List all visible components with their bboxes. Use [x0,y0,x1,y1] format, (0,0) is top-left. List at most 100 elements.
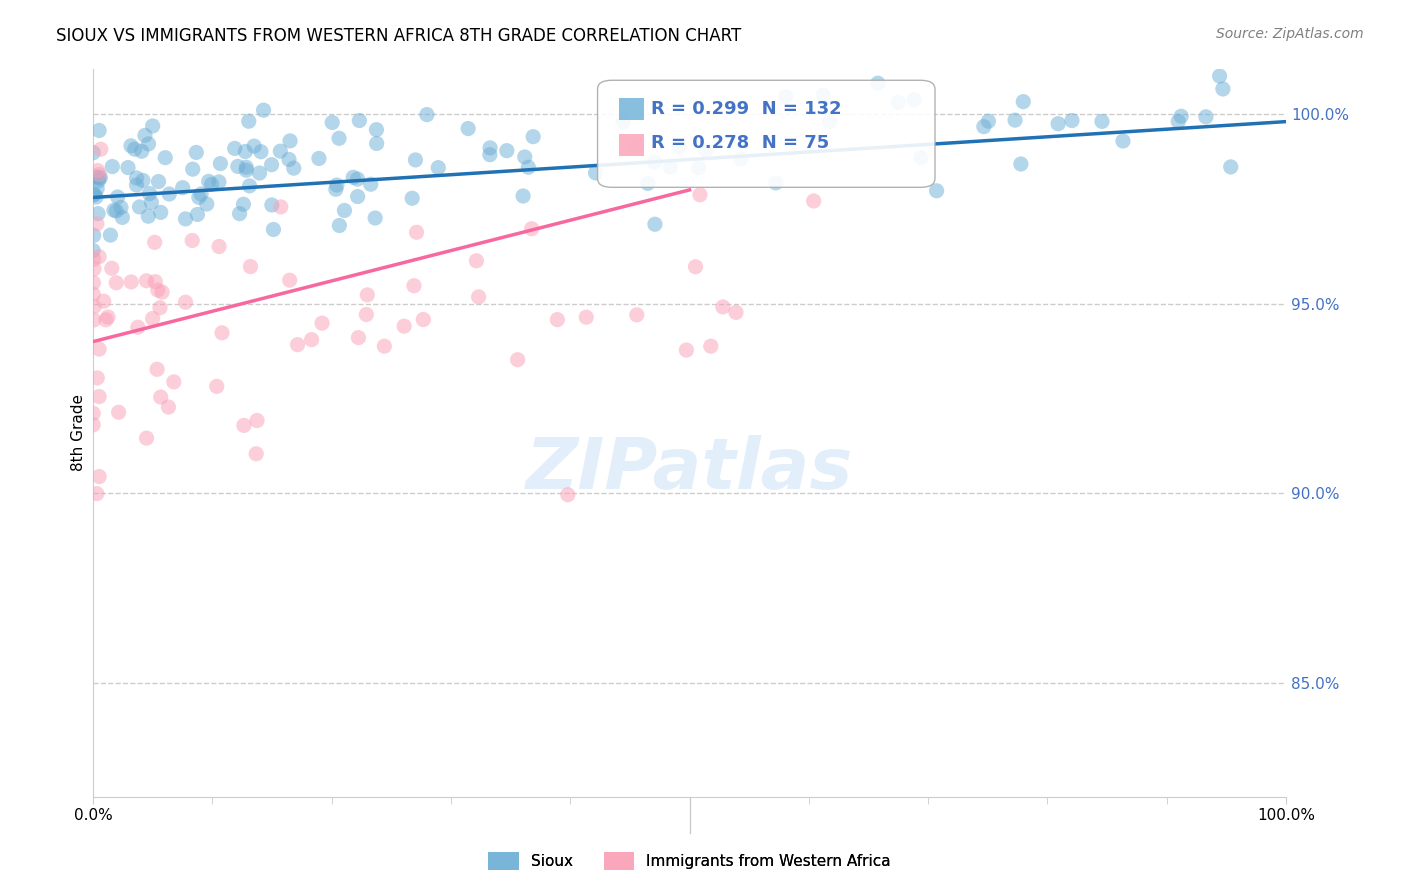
Immigrants from Western Africa [402,278,425,293]
Sioux [513,150,536,164]
Sioux [366,122,388,136]
Immigrants from Western Africa [86,486,108,500]
Sioux [149,205,172,219]
Immigrants from Western Africa [89,342,111,356]
Sioux [644,217,666,231]
Sioux [132,173,155,187]
Sioux [138,186,160,201]
Immigrants from Western Africa [232,418,254,433]
Sioux [1208,69,1230,83]
Sioux [157,187,180,202]
Sioux [226,160,249,174]
Sioux [209,156,232,170]
Sioux [775,89,797,103]
Sioux [416,107,439,121]
Sioux [1047,117,1070,131]
Sioux [349,113,371,128]
Immigrants from Western Africa [86,371,108,385]
Sioux [128,200,150,214]
Sioux [1091,114,1114,128]
Immigrants from Western Africa [270,200,292,214]
Sioux [82,145,104,160]
Sioux [83,187,105,202]
Sioux [187,190,209,204]
Immigrants from Western Africa [82,406,104,420]
Sioux [659,161,682,175]
Immigrants from Western Africa [90,142,112,156]
Immigrants from Western Africa [685,260,707,274]
Sioux [730,152,752,166]
Sioux [181,162,204,177]
Sioux [120,138,142,153]
Immigrants from Western Africa [146,283,169,297]
Sioux [903,93,925,107]
Sioux [328,131,350,145]
Sioux [887,95,910,110]
Sioux [141,195,163,210]
Immigrants from Western Africa [506,352,529,367]
Sioux [83,228,105,243]
Sioux [765,176,787,190]
Sioux [86,181,108,195]
Sioux [148,175,170,189]
Sioux [89,170,111,185]
Immigrants from Western Africa [97,310,120,324]
Sioux [346,189,368,203]
Immigrants from Western Africa [405,225,427,239]
Sioux [84,169,107,184]
Sioux [637,177,659,191]
Sioux [626,139,648,153]
Text: R = 0.278  N = 75: R = 0.278 N = 75 [651,134,830,152]
Sioux [100,228,122,243]
Immigrants from Western Africa [86,217,108,231]
Sioux [308,152,330,166]
Sioux [125,178,148,192]
Sioux [224,141,246,155]
Immigrants from Western Africa [127,320,149,334]
Sioux [197,174,219,188]
Immigrants from Western Africa [150,285,173,299]
Immigrants from Western Africa [246,413,269,427]
Sioux [262,222,284,236]
Immigrants from Western Africa [83,313,105,327]
Sioux [138,136,160,151]
Immigrants from Western Africa [311,316,333,330]
Sioux [1212,82,1234,96]
Sioux [252,103,274,117]
Sioux [328,219,350,233]
Sioux [427,161,450,175]
Immigrants from Western Africa [239,260,262,274]
Sioux [82,187,104,202]
Sioux [142,119,165,133]
Immigrants from Western Africa [157,400,180,414]
Immigrants from Western Africa [142,311,165,326]
Immigrants from Western Africa [205,379,228,393]
Sioux [346,172,368,186]
Sioux [818,114,841,128]
Sioux [235,163,257,178]
Immigrants from Western Africa [520,221,543,235]
Immigrants from Western Africa [174,295,197,310]
Sioux [278,153,301,167]
Immigrants from Western Africa [83,261,105,276]
Immigrants from Western Africa [105,276,128,290]
Immigrants from Western Africa [82,276,104,290]
Text: R = 0.299  N = 132: R = 0.299 N = 132 [651,100,842,118]
Sioux [644,155,666,169]
Sioux [668,140,690,154]
Immigrants from Western Africa [146,362,169,376]
Sioux [973,120,995,134]
Sioux [1195,110,1218,124]
Immigrants from Western Africa [94,313,117,327]
Sioux [1010,157,1032,171]
Sioux [333,203,356,218]
Sioux [695,143,717,157]
Sioux [811,88,834,103]
Immigrants from Western Africa [82,287,104,301]
Sioux [238,114,260,128]
Sioux [103,203,125,218]
Immigrants from Western Africa [89,250,111,264]
Immigrants from Western Africa [208,239,231,253]
Sioux [125,171,148,186]
Sioux [131,145,153,159]
